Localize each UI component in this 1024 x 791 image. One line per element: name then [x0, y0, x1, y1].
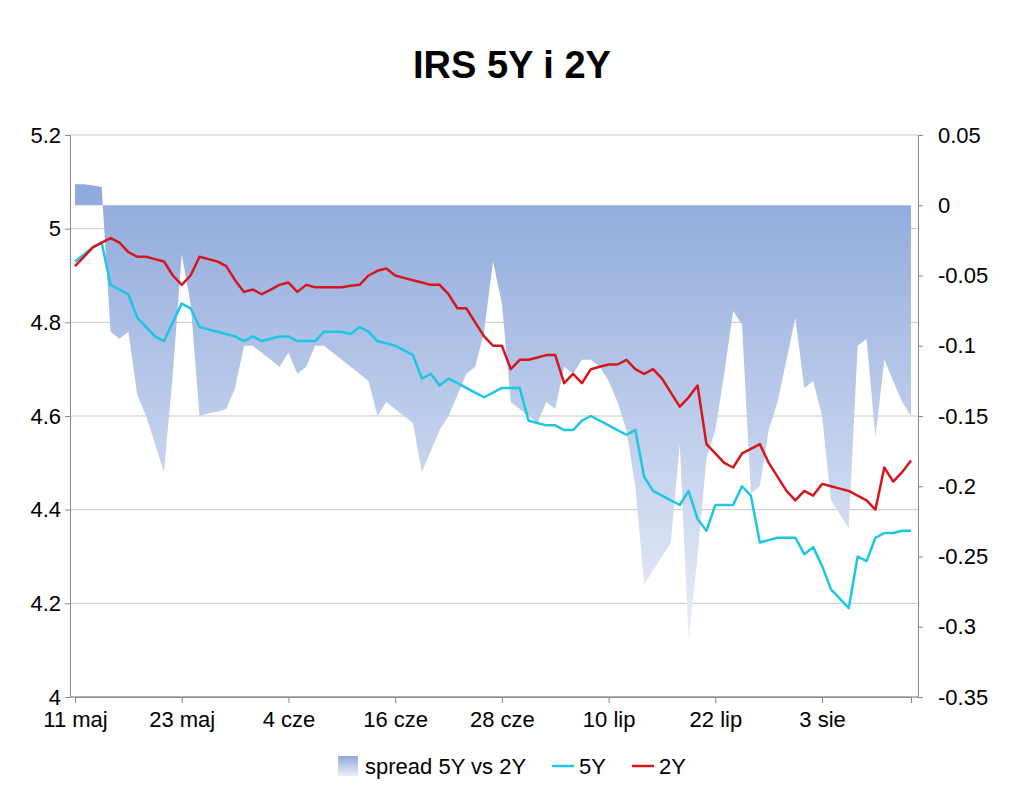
y2-tick: -0.1 — [918, 333, 976, 358]
y2-tick: 0.05 — [918, 123, 981, 148]
legend-label: spread 5Y vs 2Y — [365, 754, 526, 779]
y-tick-mark — [65, 603, 70, 604]
legend-item: 5Y — [552, 754, 606, 779]
legend-label: 2Y — [659, 754, 686, 779]
legend-swatch — [338, 756, 358, 776]
y2-tick-label: -0.3 — [938, 614, 976, 639]
x-tick: 23 maj — [149, 697, 215, 732]
y2-tick-label: -0.2 — [938, 474, 976, 499]
y-tick: 4.8 — [30, 310, 70, 335]
y2-tick-mark — [918, 486, 923, 487]
y-tick-mark — [65, 135, 70, 136]
x-tick: 11 maj — [43, 697, 107, 732]
y2-tick-mark — [918, 135, 923, 136]
x-tick-mark — [75, 697, 76, 703]
x-tick-mark — [715, 697, 716, 703]
y2-tick: -0.35 — [918, 685, 988, 710]
line-series — [75, 243, 911, 608]
y2-tick-mark — [918, 346, 923, 347]
y-tick-mark — [65, 322, 70, 323]
x-tick-mark — [288, 697, 289, 703]
y2-tick-mark — [918, 627, 923, 628]
x-tick-mark — [822, 697, 823, 703]
y-axis-line — [65, 136, 71, 698]
y-axis: 44.24.44.64.855.2 — [30, 123, 70, 710]
x-tick: 28 cze — [470, 697, 535, 732]
x-tick: 22 lip — [690, 697, 743, 732]
y2-tick: -0.25 — [918, 544, 988, 569]
y-tick: 4.2 — [30, 591, 70, 616]
y-tick-label: 4.8 — [30, 310, 61, 335]
x-tick: 10 lip — [583, 697, 636, 732]
x-tick-label: 16 cze — [363, 707, 428, 732]
grid-line — [70, 135, 918, 136]
y2-tick-label: 0.05 — [938, 123, 981, 148]
x-tick: 4 cze — [263, 697, 316, 732]
x-tick-label: 11 maj — [43, 707, 107, 732]
x-tick-label: 4 cze — [263, 707, 316, 732]
x-tick-label: 22 lip — [690, 707, 743, 732]
y-tick-label: 4.4 — [30, 497, 61, 522]
legend-label: 5Y — [579, 754, 606, 779]
y2-tick-label: 0 — [938, 193, 950, 218]
y2-tick: -0.3 — [918, 614, 976, 639]
legend-item: spread 5Y vs 2Y — [338, 754, 526, 779]
x-tick-label: 3 sie — [799, 707, 845, 732]
y2-tick-mark — [918, 205, 923, 206]
y-tick-mark — [65, 229, 70, 230]
y-tick: 5 — [49, 216, 70, 241]
y2-tick-mark — [918, 416, 923, 417]
x-tick-mark — [609, 697, 610, 703]
y-tick: 5.2 — [30, 123, 70, 148]
y-tick-mark — [65, 510, 70, 511]
x-tick-mark — [502, 697, 503, 703]
line-series — [75, 238, 911, 510]
y2-tick: -0.2 — [918, 474, 976, 499]
y2-tick-mark — [918, 697, 923, 698]
x-axis: 11 maj 23 maj 4 cze 16 cze 28 cze 10 lip 22 li… — [43, 697, 911, 732]
y2-tick-label: -0.05 — [938, 263, 988, 288]
grid — [70, 135, 918, 697]
y2-tick-mark — [918, 557, 923, 558]
x-tick-label: 28 cze — [470, 707, 535, 732]
x-axis-line — [76, 698, 912, 704]
x-tick-mark — [395, 697, 396, 703]
y2-tick: -0.05 — [918, 263, 988, 288]
area-series — [75, 184, 911, 641]
legend-swatch — [552, 765, 574, 768]
y-tick-mark — [65, 416, 70, 417]
y2-tick: 0 — [918, 193, 950, 218]
y2-tick-label: -0.1 — [938, 333, 976, 358]
y-tick-label: 5.2 — [30, 123, 61, 148]
x-tick-mark — [182, 697, 183, 703]
x-tick: 16 cze — [363, 697, 428, 732]
grid-line — [70, 416, 918, 417]
plot-area — [75, 184, 911, 641]
y2-tick: -0.15 — [918, 404, 988, 429]
y-tick-label: 5 — [49, 216, 61, 241]
x-tick: 3 sie — [799, 697, 845, 732]
y-tick: 4.4 — [30, 497, 70, 522]
y2-tick-mark — [918, 276, 923, 277]
x-tick-label: 23 maj — [149, 707, 215, 732]
x-tick-label: 10 lip — [583, 707, 636, 732]
grid-line — [70, 509, 918, 510]
legend-item: 2Y — [632, 754, 686, 779]
y2-tick-label: -0.35 — [938, 685, 988, 710]
y2-axis: -0.35 -0.3 -0.25 -0.2 -0.15 -0.1 -0.05 0 0.05 — [918, 123, 988, 710]
legend: spread 5Y vs 2Y 5Y 2Y — [338, 754, 686, 779]
chart: IRS 5Y i 2Y44.24.44.64.855.2-0.35-0.3-0.… — [0, 0, 1024, 791]
y-tick-label: 4.2 — [30, 591, 61, 616]
y-tick-label: 4.6 — [30, 404, 61, 429]
grid-line — [70, 603, 918, 604]
legend-swatch — [632, 765, 654, 768]
title: IRS 5Y i 2Y — [413, 44, 611, 86]
y-tick: 4.6 — [30, 404, 70, 429]
y2-tick-label: -0.15 — [938, 404, 988, 429]
y2-axis-line — [919, 136, 924, 698]
y2-tick-label: -0.25 — [938, 544, 988, 569]
y-tick-mark — [65, 697, 70, 698]
